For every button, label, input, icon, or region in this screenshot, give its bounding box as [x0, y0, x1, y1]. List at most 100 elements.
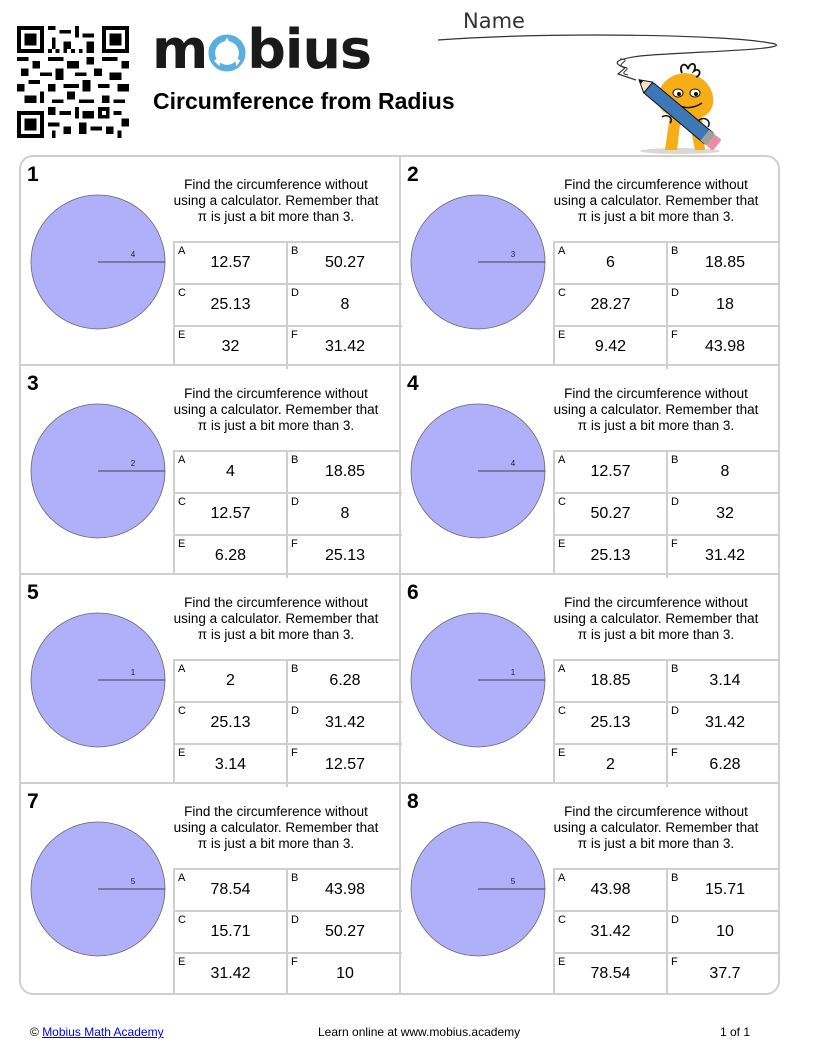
answer-value: 25.13 — [210, 296, 251, 313]
answer-option-f[interactable]: F 6.28 — [668, 745, 778, 787]
answer-letter: E — [558, 956, 566, 968]
answer-option-c[interactable]: C 15.71 — [175, 912, 288, 954]
answer-value: 18 — [716, 296, 734, 313]
answer-option-d[interactable]: D 31.42 — [668, 703, 778, 745]
answer-letter: D — [671, 287, 679, 299]
mobius-logo-o-icon — [208, 34, 246, 72]
answer-option-f[interactable]: F 12.57 — [288, 745, 402, 787]
circle-diagram: 3 — [410, 194, 546, 330]
answer-option-a[interactable]: A 12.57 — [175, 243, 288, 285]
answer-choices: A 6 B 18.85 C 28.27 D 18 E 9.42 F 43.98 — [553, 241, 778, 369]
answer-letter: E — [178, 329, 186, 341]
circle-diagram: 2 — [30, 403, 166, 539]
question-instruction: Find the circumference without using a c… — [173, 386, 379, 433]
answer-choices: A 18.85 B 3.14 C 25.13 D 31.42 E 2 F 6.28 — [553, 659, 778, 787]
answer-choices: A 43.98 B 15.71 C 31.42 D 10 E 78.54 F 37.7 — [553, 868, 778, 993]
answer-letter: D — [671, 496, 679, 508]
answer-letter: E — [558, 538, 566, 550]
answer-option-c[interactable]: C 31.42 — [555, 912, 668, 954]
answer-option-c[interactable]: C 25.13 — [175, 703, 288, 745]
answer-letter: F — [671, 747, 678, 759]
answer-letter: C — [178, 705, 186, 717]
answer-option-e[interactable]: E 32 — [175, 327, 288, 369]
answer-option-d[interactable]: D 32 — [668, 494, 778, 536]
answer-option-f[interactable]: F 31.42 — [668, 536, 778, 578]
answer-option-d[interactable]: D 50.27 — [288, 912, 402, 954]
answer-option-d[interactable]: D 18 — [668, 285, 778, 327]
answer-value: 31.42 — [590, 923, 631, 940]
answer-choices: A 2 B 6.28 C 25.13 D 31.42 E 3.14 F 12.57 — [173, 659, 402, 787]
answer-letter: A — [178, 663, 186, 675]
answer-option-f[interactable]: F 25.13 — [288, 536, 402, 578]
answer-letter: D — [671, 914, 679, 926]
answer-option-e[interactable]: E 3.14 — [175, 745, 288, 787]
answer-option-b[interactable]: B 43.98 — [288, 870, 402, 912]
answer-value: 12.57 — [324, 756, 366, 773]
answer-option-b[interactable]: B 50.27 — [288, 243, 402, 285]
answer-value: 31.42 — [704, 714, 746, 731]
question-cell-2: 2 3 Find the circumference without using… — [401, 157, 778, 369]
answer-letter: B — [291, 454, 299, 466]
answer-option-d[interactable]: D 31.42 — [288, 703, 402, 745]
answer-letter: E — [558, 329, 566, 341]
answer-letter: F — [291, 329, 298, 341]
answer-option-b[interactable]: B 6.28 — [288, 661, 402, 703]
answer-option-f[interactable]: F 43.98 — [668, 327, 778, 369]
footer-copyright: © Mobius Math Academy — [30, 1025, 164, 1039]
answer-option-e[interactable]: E 31.42 — [175, 954, 288, 993]
answer-option-e[interactable]: E 78.54 — [555, 954, 668, 993]
answer-value: 31.42 — [324, 338, 366, 355]
answer-value: 6.28 — [709, 756, 741, 773]
answer-letter: F — [291, 538, 298, 550]
answer-value: 25.13 — [324, 547, 366, 564]
question-instruction: Find the circumference without using a c… — [553, 804, 759, 851]
answer-option-f[interactable]: F 37.7 — [668, 954, 778, 993]
radius-label: 5 — [131, 877, 136, 886]
answer-option-f[interactable]: F 10 — [288, 954, 402, 993]
answer-option-b[interactable]: B 18.85 — [288, 452, 402, 494]
name-signature-line[interactable] — [430, 30, 790, 90]
answer-option-d[interactable]: D 10 — [668, 912, 778, 954]
answer-option-b[interactable]: B 3.14 — [668, 661, 778, 703]
answer-option-e[interactable]: E 25.13 — [555, 536, 668, 578]
question-cell-7: 7 5 Find the circumference without using… — [21, 784, 402, 993]
answer-value: 78.54 — [590, 965, 631, 982]
answer-letter: C — [558, 705, 566, 717]
question-cell-6: 6 1 Find the circumference without using… — [401, 575, 778, 787]
question-instruction: Find the circumference without using a c… — [553, 177, 759, 224]
answer-option-b[interactable]: B 18.85 — [668, 243, 778, 285]
qr-code — [17, 26, 129, 138]
answer-option-c[interactable]: C 25.13 — [555, 703, 668, 745]
answer-letter: C — [178, 496, 186, 508]
answer-option-c[interactable]: C 25.13 — [175, 285, 288, 327]
answer-option-a[interactable]: A 12.57 — [555, 452, 668, 494]
answer-value: 43.98 — [704, 338, 746, 355]
answer-option-c[interactable]: C 12.57 — [175, 494, 288, 536]
question-number: 1 — [27, 163, 39, 186]
answer-option-a[interactable]: A 43.98 — [555, 870, 668, 912]
question-cell-5: 5 1 Find the circumference without using… — [21, 575, 402, 787]
answer-option-c[interactable]: C 28.27 — [555, 285, 668, 327]
copyright-symbol: © — [30, 1025, 39, 1039]
circle-diagram: 1 — [30, 612, 166, 748]
answer-option-e[interactable]: E 9.42 — [555, 327, 668, 369]
mobius-academy-link[interactable]: Mobius Math Academy — [42, 1025, 164, 1039]
answer-option-f[interactable]: F 31.42 — [288, 327, 402, 369]
answer-option-c[interactable]: C 50.27 — [555, 494, 668, 536]
answer-value: 25.13 — [210, 714, 251, 731]
answer-option-e[interactable]: E 6.28 — [175, 536, 288, 578]
answer-option-a[interactable]: A 78.54 — [175, 870, 288, 912]
answer-option-a[interactable]: A 18.85 — [555, 661, 668, 703]
answer-value: 50.27 — [590, 505, 631, 522]
answer-option-b[interactable]: B 15.71 — [668, 870, 778, 912]
question-instruction: Find the circumference without using a c… — [553, 386, 759, 433]
radius-label: 1 — [131, 668, 136, 677]
radius-label: 4 — [511, 459, 516, 468]
